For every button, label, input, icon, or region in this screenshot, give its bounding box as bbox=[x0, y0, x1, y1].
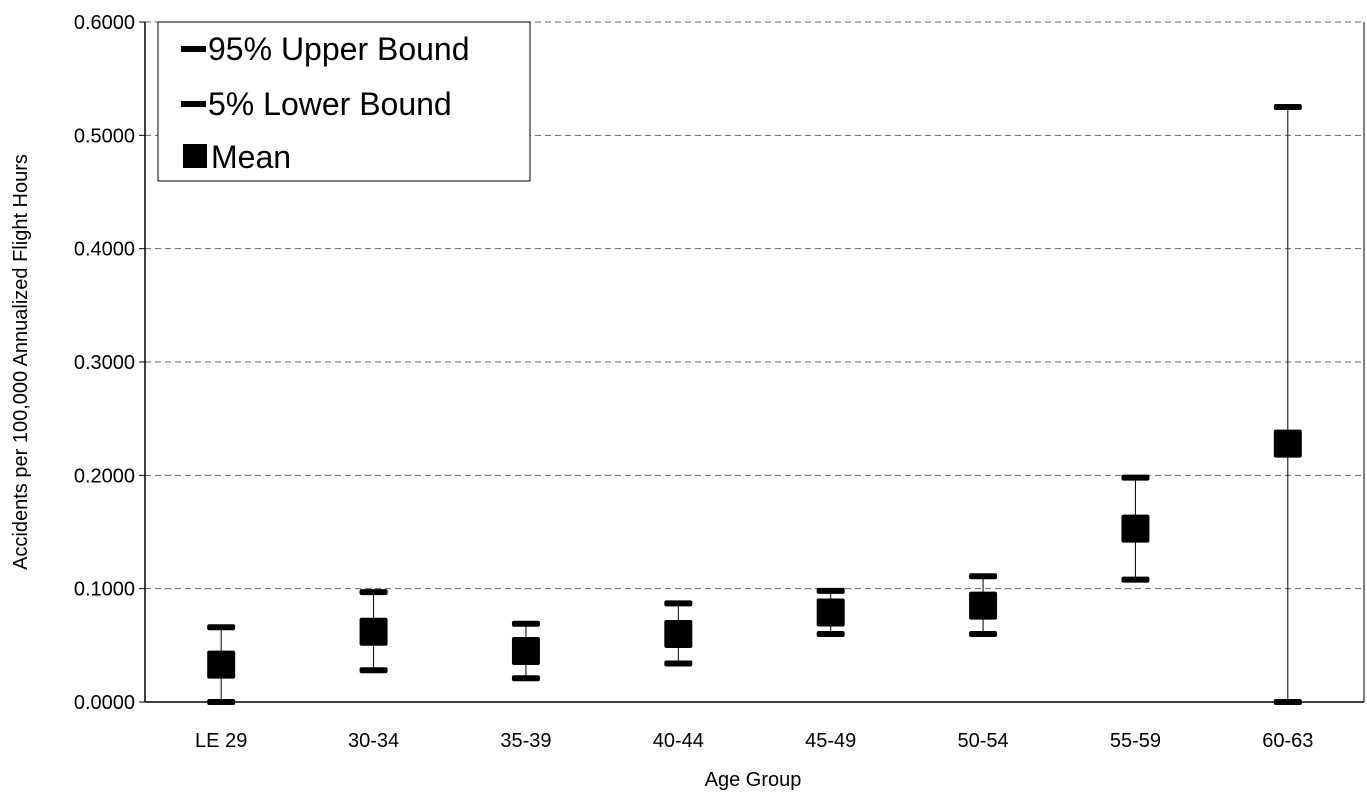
lower-bound-marker bbox=[359, 667, 388, 674]
x-axis-title: Age Group bbox=[705, 769, 802, 791]
x-tick-label: 30-34 bbox=[348, 730, 399, 752]
x-tick-labels: LE 29 30-34 35-39 40-44 45-49 50-54 55-59 60-63 bbox=[195, 730, 1313, 752]
x-tick-label: 55-59 bbox=[1110, 730, 1161, 752]
y-tick-label: 0.5000 bbox=[74, 125, 135, 147]
lower-bound-marker bbox=[664, 660, 693, 667]
x-tick-label: 35-39 bbox=[500, 730, 551, 752]
lower-bound-marker bbox=[207, 699, 236, 705]
lower-bound-marker bbox=[1121, 576, 1150, 583]
upper-bound-marker bbox=[1273, 104, 1302, 110]
y-tick-label: 0.4000 bbox=[74, 239, 135, 261]
y-tick-label: 0.2000 bbox=[74, 465, 135, 487]
mean-marker bbox=[359, 617, 388, 646]
mean-marker bbox=[1273, 429, 1302, 458]
mean-marker bbox=[511, 637, 540, 665]
lower-bound-marker bbox=[816, 631, 845, 637]
y-tick-labels: 0.0000 0.1000 0.2000 0.3000 0.4000 0.5000 0.60… bbox=[74, 12, 135, 714]
upper-bound-marker bbox=[664, 600, 693, 607]
y-tick-label: 0.1000 bbox=[74, 579, 135, 601]
legend-lower-bound-label: 5% Lower Bound bbox=[208, 86, 452, 122]
upper-bound-marker bbox=[969, 573, 998, 580]
legend: 95% Upper Bound 5% Lower Bound Mean bbox=[157, 21, 531, 182]
upper-bound-marker bbox=[359, 589, 388, 596]
upper-bound-marker bbox=[816, 587, 845, 594]
legend-mean-marker bbox=[183, 144, 207, 168]
lower-bound-marker bbox=[1273, 699, 1302, 705]
x-tick-label: 40-44 bbox=[653, 730, 704, 752]
mean-marker bbox=[969, 591, 998, 620]
x-tick-label: 60-63 bbox=[1262, 730, 1313, 752]
legend-upper-bound-marker bbox=[181, 46, 206, 52]
y-tick-label: 0.3000 bbox=[74, 352, 135, 374]
y-tick-label: 0.6000 bbox=[74, 12, 135, 34]
mean-marker bbox=[664, 620, 693, 648]
x-tick-label: 50-54 bbox=[957, 730, 1008, 752]
upper-bound-marker bbox=[511, 620, 540, 627]
y-axis-title: Accidents per 100,000 Annualized Flight … bbox=[10, 154, 32, 570]
mean-marker bbox=[816, 598, 845, 627]
legend-mean-label: Mean bbox=[211, 139, 291, 175]
legend-box bbox=[157, 21, 531, 182]
axes bbox=[139, 21, 1365, 703]
lower-bound-marker bbox=[969, 631, 998, 637]
legend-upper-bound-label: 95% Upper Bound bbox=[208, 31, 470, 67]
data-marks bbox=[207, 104, 1302, 705]
upper-bound-marker bbox=[1121, 474, 1150, 481]
legend-lower-bound-marker bbox=[181, 101, 206, 107]
x-tick-label: 45-49 bbox=[805, 730, 856, 752]
x-tick-label: LE 29 bbox=[195, 730, 247, 752]
mean-marker bbox=[1121, 514, 1150, 543]
y-tick-label: 0.0000 bbox=[74, 692, 135, 714]
lower-bound-marker bbox=[511, 675, 540, 682]
mean-marker bbox=[207, 650, 236, 679]
upper-bound-marker bbox=[207, 624, 236, 631]
